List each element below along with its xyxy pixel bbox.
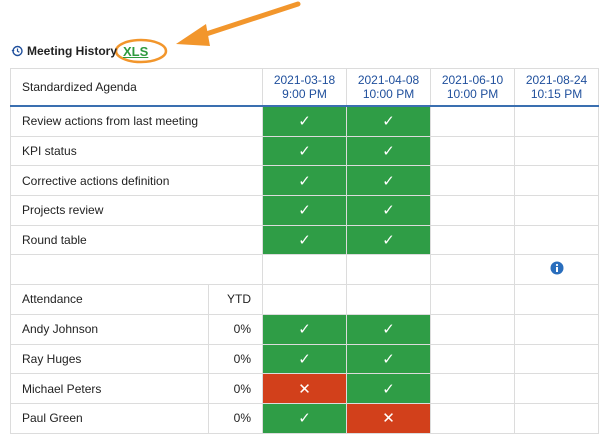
date-header: 2021-08-24 10:15 PM bbox=[514, 68, 600, 107]
attendee-name: Michael Peters bbox=[10, 373, 209, 404]
empty-cell bbox=[262, 254, 348, 286]
agenda-item: Round table bbox=[9, 224, 264, 256]
attendee-row: Andy Johnson 0% ✓ ✓ bbox=[10, 313, 600, 345]
agenda-item: Projects review bbox=[9, 195, 264, 226]
section-header: Meeting History XLS bbox=[11, 42, 148, 60]
agenda-row: Projects review ✓ ✓ bbox=[9, 195, 600, 226]
export-link[interactable]: XLS bbox=[123, 43, 149, 59]
attendance-header: Attendance bbox=[10, 284, 209, 315]
agenda-row: Round table ✓ ✓ bbox=[9, 224, 600, 256]
empty-cell bbox=[346, 254, 432, 286]
status-cell: ✓ bbox=[262, 105, 348, 137]
history-icon bbox=[11, 45, 23, 57]
status-cell: ✕ bbox=[346, 402, 432, 434]
arrow-shaft bbox=[197, 1, 301, 39]
status-cell: ✓ bbox=[262, 135, 348, 167]
attendee-row: Michael Peters 0% ✕ ✓ bbox=[10, 373, 600, 404]
status-cell: ✓ bbox=[346, 373, 432, 404]
attendee-name: Andy Johnson bbox=[10, 313, 209, 345]
status-cell: ✓ bbox=[346, 195, 432, 226]
attendee-ytd: 0% bbox=[207, 402, 264, 434]
empty-cell bbox=[262, 284, 348, 315]
empty-cell bbox=[514, 135, 600, 167]
empty-cell bbox=[514, 254, 600, 286]
empty-cell bbox=[514, 105, 600, 137]
highlight-circle bbox=[114, 38, 168, 64]
empty-cell bbox=[514, 224, 600, 256]
agenda-row: Review actions from last meeting ✓ ✓ bbox=[9, 105, 600, 137]
empty-cell bbox=[430, 343, 516, 375]
time: 10:00 PM bbox=[446, 87, 499, 101]
status-cell: ✓ bbox=[346, 343, 432, 375]
empty-cell bbox=[514, 195, 600, 226]
attendee-ytd: 0% bbox=[207, 373, 264, 404]
attendance-header-row: Attendance YTD bbox=[10, 284, 600, 315]
empty-cell bbox=[430, 373, 516, 404]
status-cell: ✕ bbox=[262, 373, 348, 404]
agenda-row: Corrective actions definition ✓ ✓ bbox=[9, 165, 600, 197]
meeting-table: Standardized Agenda 2021-03-18 9:00 PM 2021… bbox=[9, 68, 600, 434]
attendee-name: Ray Huges bbox=[10, 343, 209, 375]
empty-cell bbox=[430, 195, 516, 226]
status-cell: ✓ bbox=[346, 313, 432, 345]
empty-cell bbox=[514, 165, 600, 197]
empty-cell bbox=[346, 284, 432, 315]
header-row: Standardized Agenda 2021-03-18 9:00 PM 2021… bbox=[9, 68, 600, 107]
empty-cell bbox=[514, 284, 600, 315]
status-cell: ✓ bbox=[346, 105, 432, 137]
attendee-row: Paul Green 0% ✓ ✕ bbox=[10, 402, 600, 434]
date: 2021-06-10 bbox=[441, 73, 504, 87]
attendee-ytd: 0% bbox=[207, 343, 264, 375]
date-header: 2021-03-18 9:00 PM bbox=[262, 68, 348, 107]
agenda-row: KPI status ✓ ✓ bbox=[9, 135, 600, 167]
empty-cell bbox=[430, 313, 516, 345]
agenda-item: KPI status bbox=[9, 135, 264, 167]
status-cell: ✓ bbox=[346, 135, 432, 167]
annotation bbox=[114, 1, 301, 64]
attendee-row: Ray Huges 0% ✓ ✓ bbox=[10, 343, 600, 375]
date: 2021-03-18 bbox=[273, 73, 336, 87]
empty-cell bbox=[514, 313, 600, 345]
time: 10:15 PM bbox=[530, 87, 583, 101]
status-cell: ✓ bbox=[262, 165, 348, 197]
date-header: 2021-04-08 10:00 PM bbox=[346, 68, 432, 107]
empty-cell bbox=[430, 224, 516, 256]
agenda-header: Standardized Agenda bbox=[9, 68, 264, 107]
agenda-item: Corrective actions definition bbox=[9, 165, 264, 197]
status-cell: ✓ bbox=[346, 224, 432, 256]
status-cell: ✓ bbox=[346, 165, 432, 197]
empty-cell bbox=[514, 402, 600, 434]
ytd-header: YTD bbox=[207, 284, 264, 315]
empty-cell bbox=[430, 135, 516, 167]
empty-cell bbox=[514, 343, 600, 375]
empty-cell bbox=[9, 254, 264, 286]
date: 2021-08-24 bbox=[525, 73, 588, 87]
attendee-ytd: 0% bbox=[207, 313, 264, 345]
spacer-row bbox=[9, 254, 600, 286]
empty-cell bbox=[430, 105, 516, 137]
date-header: 2021-06-10 10:00 PM bbox=[430, 68, 516, 107]
attendee-name: Paul Green bbox=[10, 402, 209, 434]
status-cell: ✓ bbox=[262, 402, 348, 434]
status-cell: ✓ bbox=[262, 343, 348, 375]
arrow-head bbox=[176, 24, 210, 46]
info-icon[interactable] bbox=[550, 261, 564, 275]
time: 9:00 PM bbox=[282, 87, 327, 101]
empty-cell bbox=[430, 165, 516, 197]
empty-cell bbox=[430, 284, 516, 315]
status-cell: ✓ bbox=[262, 313, 348, 345]
empty-cell bbox=[430, 402, 516, 434]
time: 10:00 PM bbox=[362, 87, 415, 101]
date: 2021-04-08 bbox=[357, 73, 420, 87]
status-cell: ✓ bbox=[262, 224, 348, 256]
status-cell: ✓ bbox=[262, 195, 348, 226]
empty-cell bbox=[514, 373, 600, 404]
empty-cell bbox=[430, 254, 516, 286]
agenda-item: Review actions from last meeting bbox=[9, 105, 264, 137]
section-title: Meeting History bbox=[27, 44, 118, 58]
